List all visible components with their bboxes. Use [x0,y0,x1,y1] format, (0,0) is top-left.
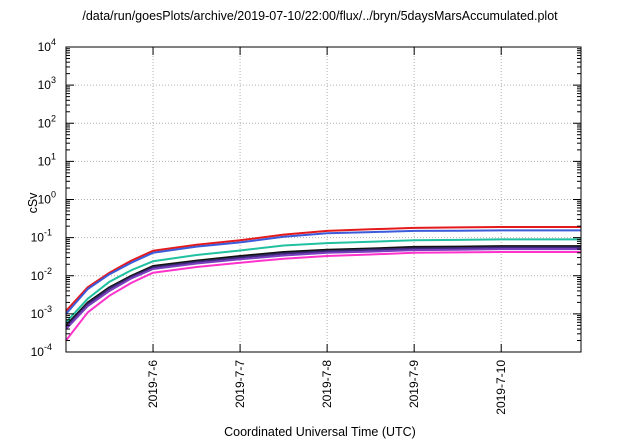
x-tick-label: 2019-7-10 [494,360,508,415]
x-axis-label: Coordinated Universal Time (UTC) [224,425,416,439]
y-tick-label: 10-4 [31,342,52,359]
grid [66,47,581,352]
x-tick-label: 2019-7-7 [233,360,247,408]
series-line-1 [65,226,581,312]
y-tick-label: 103 [38,75,56,92]
series-line-4 [65,245,581,327]
y-tick-label: 10-1 [31,228,52,245]
series-line-2 [65,229,581,315]
series-line-6 [65,248,581,330]
y-tick-label: 100 [38,190,56,207]
series-lines [65,226,581,342]
series-line-7 [65,251,581,342]
series-line-5 [65,246,581,328]
series-line-3 [65,238,581,323]
y-tick-label: 10-3 [31,304,52,321]
y-tick-label: 102 [38,113,56,130]
x-tick-label: 2019-7-6 [146,360,160,408]
y-tick-label: 101 [38,151,56,168]
chart-title: /data/run/goesPlots/archive/2019-07-10/2… [82,9,558,23]
x-tick-label: 2019-7-8 [320,360,334,408]
y-tick-label: 104 [38,37,56,54]
y-tick-label: 10-2 [31,266,52,283]
plot-frame [65,46,582,353]
x-tick-label: 2019-7-9 [407,360,421,408]
axis-ticks: 10-4 10-3 10-2 10-1 100 101 102 103 104 2019-7-6 2… [31,37,581,415]
